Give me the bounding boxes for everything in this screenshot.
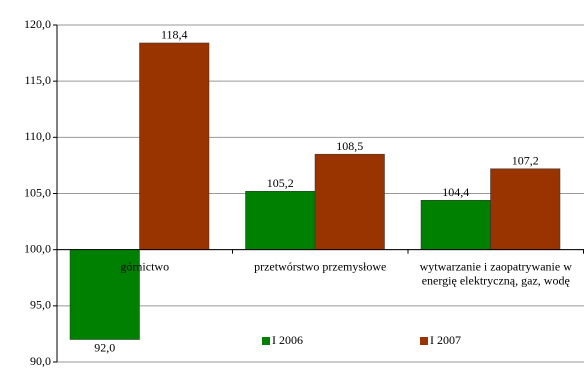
x-tick-label: energię elektryczną, gaz, wodę <box>422 273 570 287</box>
bar <box>139 42 210 250</box>
value-label: 104,4 <box>442 185 469 199</box>
y-tick-label: 115,0 <box>24 73 51 87</box>
legend-label: I 2007 <box>430 333 461 347</box>
bar <box>245 191 316 250</box>
legend-swatch <box>420 337 428 345</box>
legend-swatch <box>262 337 270 345</box>
y-tick-label: 90,0 <box>30 354 51 368</box>
value-label: 118,4 <box>161 28 188 42</box>
y-tick-label: 100,0 <box>24 241 51 255</box>
bar <box>69 249 140 340</box>
y-tick-label: 120,0 <box>24 17 51 31</box>
bar <box>420 199 491 250</box>
value-label: 107,2 <box>512 154 539 168</box>
y-tick-label: 105,0 <box>24 185 51 199</box>
bar <box>314 153 385 250</box>
value-label: 105,2 <box>267 176 294 190</box>
x-tick-label: przetwórstwo przemysłowe <box>254 259 386 273</box>
x-tick-label: górnictwo <box>120 259 169 273</box>
y-tick-label: 110,0 <box>24 129 51 143</box>
value-label: 108,5 <box>336 139 363 153</box>
bar <box>490 168 561 250</box>
value-label: 92,0 <box>94 340 115 354</box>
x-tick-label: wytwarzanie i zaopatrywanie w <box>420 259 573 273</box>
y-tick-label: 95,0 <box>30 298 51 312</box>
legend-label: I 2006 <box>272 333 303 347</box>
